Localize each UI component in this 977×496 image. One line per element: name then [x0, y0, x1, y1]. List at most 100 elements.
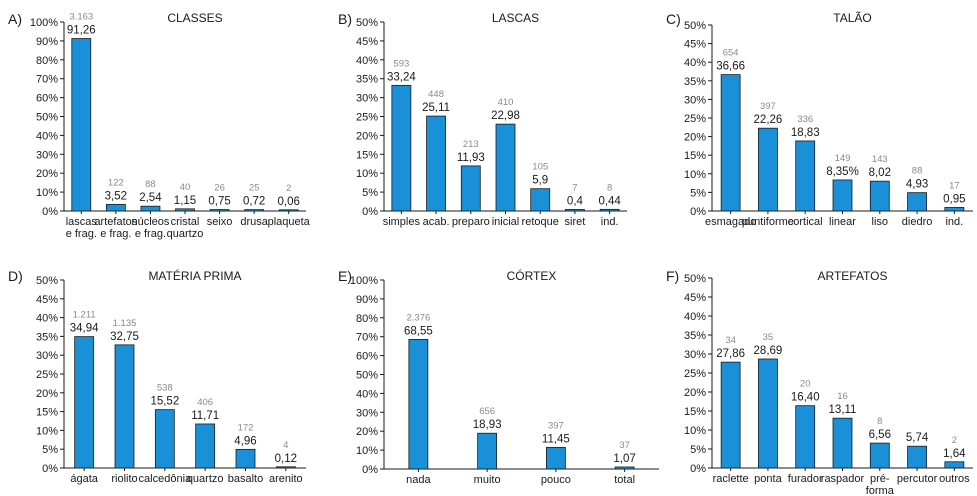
- y-tick-label: 20%: [356, 130, 378, 142]
- y-tick-label: 60%: [356, 351, 378, 363]
- data-label: 22,98: [491, 110, 520, 122]
- y-tick-label: 10%: [356, 168, 378, 180]
- data-label: 18,83: [791, 127, 820, 139]
- y-tick-label: 30%: [684, 349, 706, 361]
- data-label: 27,86: [716, 348, 745, 360]
- y-tick-label: 60%: [36, 93, 58, 105]
- count-label: 40: [180, 182, 191, 193]
- y-tick-label: 50%: [356, 17, 378, 29]
- y-tick-label: 5%: [690, 444, 706, 456]
- count-label: 16: [837, 391, 848, 402]
- x-tick-label: ponta: [754, 473, 782, 485]
- y-tick-label: 35%: [36, 331, 58, 343]
- y-tick-label: 30%: [684, 94, 706, 106]
- x-tick-label: retoque: [522, 216, 559, 228]
- count-label: 1.211: [73, 310, 96, 321]
- y-tick-label: 90%: [356, 294, 378, 306]
- bar: [275, 466, 296, 469]
- x-tick-label: raspador: [821, 473, 865, 485]
- y-tick-label: 45%: [684, 39, 706, 51]
- count-label: 7: [572, 182, 577, 193]
- y-tick-label: 50%: [36, 112, 58, 124]
- count-label: 25: [249, 183, 260, 194]
- data-label: 11,71: [191, 410, 219, 422]
- y-tick-label: 35%: [684, 76, 706, 88]
- y-tick-label: 70%: [36, 74, 58, 86]
- x-tick-label: forma: [866, 485, 895, 496]
- count-label: 34: [725, 335, 736, 346]
- panel-label: A): [8, 11, 22, 27]
- data-label: 28,69: [754, 345, 783, 357]
- bar: [244, 209, 265, 212]
- data-label: 25,11: [422, 102, 450, 114]
- chart-panel: A) CLASSES 0% 10% 20% 30% 40% 50% 60% 70% 80% 90% 10…: [8, 11, 311, 240]
- y-tick-label: 50%: [36, 275, 58, 287]
- y-tick-label: 30%: [36, 350, 58, 362]
- data-label: 68,55: [404, 325, 433, 337]
- count-label: 2: [286, 183, 291, 194]
- x-tick-label: acab.: [423, 216, 450, 228]
- data-label: 3,52: [105, 190, 127, 202]
- panel-label: C): [666, 11, 681, 27]
- data-label: 4,96: [234, 435, 256, 447]
- y-tick-label: 50%: [684, 273, 706, 285]
- chart-title: CÓRTEX: [507, 268, 557, 283]
- y-tick-label: 5%: [690, 187, 706, 199]
- y-tick-label: 0%: [362, 464, 378, 476]
- bar: [391, 84, 412, 212]
- chart-panel: F) ARTEFATOS 0% 5% 10% 15% 20% 25% 30% 35% 40% 45% 5…: [666, 268, 973, 496]
- bar: [175, 208, 195, 212]
- bar: [565, 209, 585, 212]
- x-tick-label: pré-: [870, 473, 890, 485]
- x-tick-label: e frag.: [135, 228, 166, 240]
- y-tick-label: 15%: [684, 150, 706, 162]
- y-tick-label: 15%: [356, 149, 378, 161]
- count-label: 105: [532, 162, 548, 173]
- data-label: 13,11: [829, 404, 857, 416]
- chart-panel: E) CÓRTEX 0% 10% 20% 30% 40% 50% 60% 70% 80% 90% 100…: [338, 268, 659, 486]
- data-label: 32,75: [110, 331, 139, 343]
- bar: [545, 446, 566, 470]
- y-tick-label: 90%: [36, 36, 58, 48]
- data-label: 0,06: [278, 196, 300, 208]
- count-label: 172: [238, 422, 254, 433]
- chart-panel: D) MATÉRIA PRIMA 0% 5% 10% 15% 20% 25% 30% 35% 40%…: [8, 268, 306, 485]
- x-tick-label: riolito: [111, 473, 137, 485]
- y-tick-label: 35%: [684, 330, 706, 342]
- y-tick-label: 20%: [36, 168, 58, 180]
- bar: [599, 208, 620, 212]
- x-tick-label: linear: [829, 216, 856, 228]
- y-tick-label: 25%: [356, 112, 378, 124]
- x-tick-label: e frag.: [66, 228, 97, 240]
- x-tick-label: pouco: [541, 474, 571, 486]
- data-label: 16,40: [791, 392, 820, 404]
- y-tick-label: 10%: [684, 169, 706, 181]
- data-label: 91,26: [67, 25, 96, 37]
- bar: [195, 423, 216, 469]
- count-label: 3.163: [69, 12, 93, 23]
- data-label: 0,95: [943, 193, 965, 205]
- bar: [105, 203, 126, 212]
- x-tick-label: raclette: [713, 473, 749, 485]
- data-label: 5,9: [532, 175, 548, 187]
- data-label: 22,26: [754, 114, 783, 126]
- count-label: 410: [498, 97, 514, 108]
- x-tick-label: diedro: [902, 216, 933, 228]
- count-label: 654: [723, 48, 739, 59]
- y-tick-label: 15%: [36, 407, 58, 419]
- y-tick-label: 25%: [684, 368, 706, 380]
- count-label: 4: [283, 440, 288, 451]
- count-label: 397: [548, 420, 564, 431]
- bar: [907, 445, 927, 469]
- bar: [278, 209, 299, 212]
- y-tick-label: 20%: [684, 132, 706, 144]
- data-label: 0,4: [567, 195, 584, 207]
- x-tick-label: ind.: [601, 216, 619, 228]
- count-label: 538: [157, 383, 173, 394]
- chart-title: LASCAS: [492, 11, 539, 25]
- data-label: 1,64: [943, 448, 966, 460]
- data-label: 6,56: [869, 429, 891, 441]
- count-label: 149: [835, 153, 851, 164]
- y-tick-label: 40%: [684, 311, 706, 323]
- x-tick-label: artefatos: [94, 216, 137, 228]
